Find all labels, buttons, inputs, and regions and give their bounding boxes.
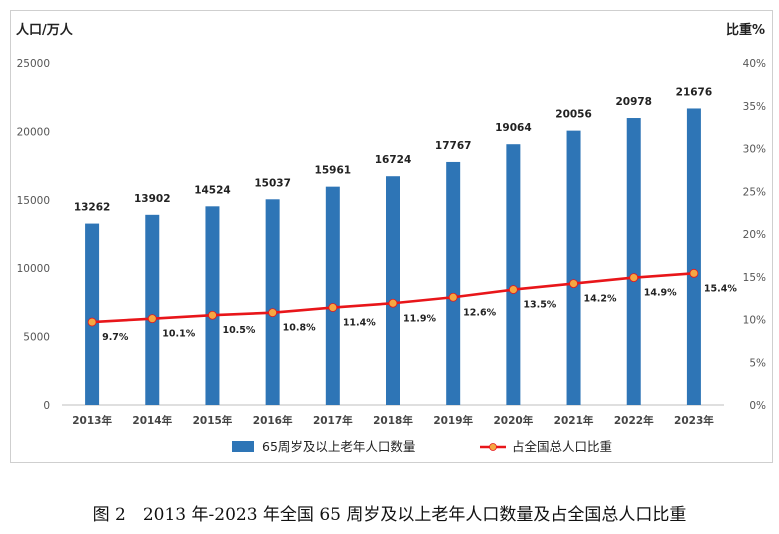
x-tick-label: 2021年 bbox=[554, 414, 594, 427]
bar-value-label: 15961 bbox=[315, 165, 352, 177]
line-point bbox=[328, 303, 338, 312]
x-tick-label: 2014年 bbox=[132, 414, 172, 427]
bar-value-label: 15037 bbox=[254, 177, 291, 189]
line-value-label: 9.7% bbox=[102, 332, 129, 343]
x-tick-label: 2015年 bbox=[193, 414, 233, 427]
x-tick-label: 2013年 bbox=[72, 414, 112, 427]
bar bbox=[626, 118, 641, 405]
x-tick-label: 2020年 bbox=[493, 414, 533, 427]
line-point bbox=[448, 292, 458, 302]
y-tick-label: 15000 bbox=[17, 195, 50, 207]
y2-tick-label: 15% bbox=[743, 272, 766, 284]
y-axis-title: 人口/万人 bbox=[16, 22, 74, 38]
bar bbox=[566, 130, 581, 406]
bar-value-label: 21676 bbox=[676, 86, 713, 98]
line-value-label: 15.4% bbox=[704, 283, 737, 294]
y2-tick-label: 30% bbox=[743, 144, 766, 156]
bar-value-label: 13902 bbox=[134, 193, 171, 205]
x-tick-label: 2022年 bbox=[614, 414, 654, 427]
y2-tick-label: 40% bbox=[743, 58, 766, 70]
line-point bbox=[87, 317, 97, 327]
bar-value-label: 20978 bbox=[615, 96, 652, 108]
x-tick-label: 2017年 bbox=[313, 414, 353, 427]
line-point bbox=[508, 285, 518, 294]
legend-bar-swatch bbox=[232, 441, 254, 452]
line-value-label: 12.6% bbox=[463, 307, 496, 318]
y-tick-label: 25000 bbox=[17, 58, 50, 70]
bar bbox=[686, 108, 701, 405]
bar-value-label: 16724 bbox=[375, 154, 412, 166]
bar bbox=[85, 223, 100, 405]
figure-caption: 图 2 2013 年-2023 年全国 65 周岁及以上老年人口数量及占全国总人… bbox=[92, 505, 687, 525]
line-value-label: 10.1% bbox=[162, 329, 195, 340]
line-value-label: 14.2% bbox=[584, 294, 617, 305]
bar-value-label: 20056 bbox=[555, 109, 592, 121]
line-value-label: 10.5% bbox=[222, 325, 255, 336]
bar-value-label: 14524 bbox=[194, 184, 231, 196]
y-tick-label: 5000 bbox=[23, 332, 50, 344]
legend-line-marker bbox=[489, 443, 497, 451]
bar bbox=[265, 199, 280, 405]
y2-tick-label: 20% bbox=[743, 229, 766, 241]
line-value-label: 13.5% bbox=[523, 300, 556, 311]
line-value-label: 14.9% bbox=[644, 288, 677, 299]
bar bbox=[205, 206, 220, 405]
y2-axis-title: 比重% bbox=[726, 22, 765, 38]
bar bbox=[506, 144, 521, 406]
legend: 65周岁及以上老年人口数量 占全国总人口比重 bbox=[232, 439, 612, 454]
line-value-label: 11.9% bbox=[403, 313, 436, 324]
line-value-label: 11.4% bbox=[343, 318, 376, 329]
y2-tick-label: 5% bbox=[749, 357, 766, 369]
legend-line-label: 占全国总人口比重 bbox=[512, 439, 612, 454]
bar bbox=[325, 186, 340, 405]
bar bbox=[386, 176, 400, 405]
bars: 13262 13902 14524 15037 15961 16724 17767 19064… bbox=[74, 86, 713, 406]
bar-value-label: 17767 bbox=[435, 140, 472, 152]
axes: 0 5000 10000 15000 20000 25000 0% 5% 10% 15% 20% 25… bbox=[17, 58, 766, 427]
y2-tick-label: 10% bbox=[743, 315, 766, 327]
bar-value-label: 19064 bbox=[495, 122, 532, 134]
line-point bbox=[147, 314, 157, 324]
line-point bbox=[569, 279, 578, 288]
y2-tick-label: 0% bbox=[749, 400, 766, 412]
line-series: 9.7% 10.1% 10.5% 10.8% 11.4% 11.9% 12.6% 13.5% 1… bbox=[87, 268, 737, 343]
y-tick-label: 20000 bbox=[17, 126, 50, 138]
y2-tick-label: 25% bbox=[743, 186, 766, 198]
x-tick-label: 2019年 bbox=[433, 414, 473, 427]
x-tick-label: 2023年 bbox=[674, 414, 714, 427]
y-tick-label: 0 bbox=[43, 400, 50, 412]
x-tick-label: 2016年 bbox=[253, 414, 293, 427]
line-point bbox=[629, 273, 639, 283]
line-point bbox=[268, 308, 278, 318]
bar-value-label: 13262 bbox=[74, 202, 111, 214]
bar bbox=[446, 161, 461, 405]
line-point bbox=[208, 310, 217, 320]
line-point bbox=[388, 298, 398, 308]
y-tick-label: 10000 bbox=[17, 263, 50, 275]
line-value-label: 10.8% bbox=[283, 323, 316, 334]
x-tick-label: 2018年 bbox=[373, 414, 413, 427]
bar bbox=[145, 214, 160, 405]
line-point bbox=[689, 268, 699, 278]
legend-bar-label: 65周岁及以上老年人口数量 bbox=[262, 439, 415, 454]
y2-tick-label: 35% bbox=[743, 101, 766, 113]
